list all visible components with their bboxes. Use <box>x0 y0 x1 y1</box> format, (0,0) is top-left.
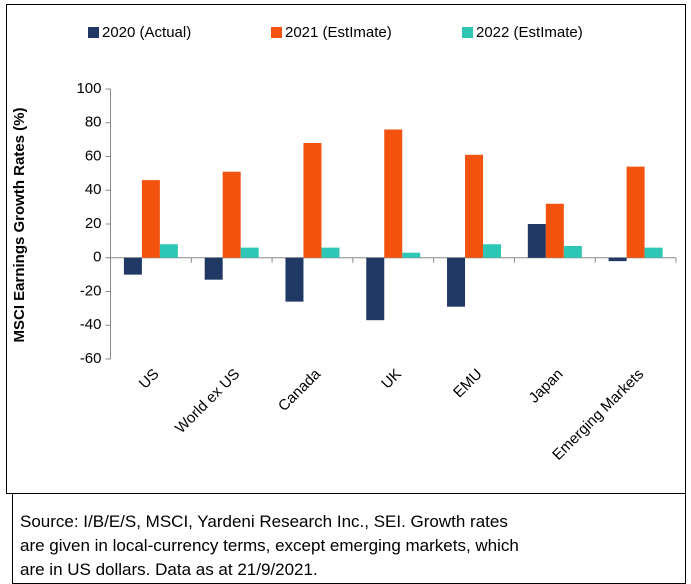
bar <box>608 257 627 262</box>
y-tick-label: -60 <box>80 350 102 367</box>
y-tick-label: 20 <box>85 215 102 232</box>
bar <box>141 180 160 258</box>
x-tick-label: UK <box>378 366 405 393</box>
bar <box>384 129 403 258</box>
y-axis-label: MSCI Earnings Growth Rates (%) <box>11 107 28 342</box>
x-tick-label: US <box>136 366 163 393</box>
bar <box>366 257 385 321</box>
x-tick-label: Japan <box>526 366 567 407</box>
source-text: are given in local-currency terms, excep… <box>20 536 519 555</box>
legend-label: 2022 (EstImate) <box>476 24 583 41</box>
bar <box>483 244 502 258</box>
bar <box>527 224 546 258</box>
bar <box>626 166 645 258</box>
y-tick-label: 40 <box>85 181 102 198</box>
x-tick-label: EMU <box>450 366 486 402</box>
legend-swatch <box>271 27 282 38</box>
legend-label: 2021 (EstImate) <box>285 24 392 41</box>
y-tick-label: 80 <box>85 114 102 131</box>
y-tick-label: 60 <box>85 147 102 164</box>
bar <box>563 245 582 258</box>
y-tick-label: 100 <box>76 80 101 97</box>
y-tick-label: -40 <box>80 316 102 333</box>
bar <box>321 247 340 258</box>
y-tick-label: 0 <box>93 249 101 266</box>
legend-swatch <box>88 27 99 38</box>
bar <box>644 247 663 258</box>
x-tick-label: World ex US <box>172 366 243 437</box>
bar <box>222 171 241 258</box>
bar <box>447 257 466 307</box>
legend-swatch <box>462 27 473 38</box>
bar <box>123 257 142 275</box>
legend-label: 2020 (Actual) <box>102 24 191 41</box>
bar <box>240 247 259 258</box>
bar <box>303 143 322 258</box>
bar <box>159 244 178 258</box>
x-tick-label: Canada <box>275 365 325 415</box>
source-text: are in US dollars. Data as at 21/9/2021. <box>20 560 318 579</box>
source-text: Source: I/B/E/S, MSCI, Yardeni Research … <box>20 512 508 531</box>
bar <box>204 257 223 280</box>
x-tick-label: Emerging Markets <box>549 366 647 464</box>
bar <box>465 154 484 258</box>
bar <box>545 203 564 258</box>
y-tick-label: -20 <box>80 282 102 299</box>
bar <box>285 257 304 302</box>
bar <box>402 252 421 258</box>
